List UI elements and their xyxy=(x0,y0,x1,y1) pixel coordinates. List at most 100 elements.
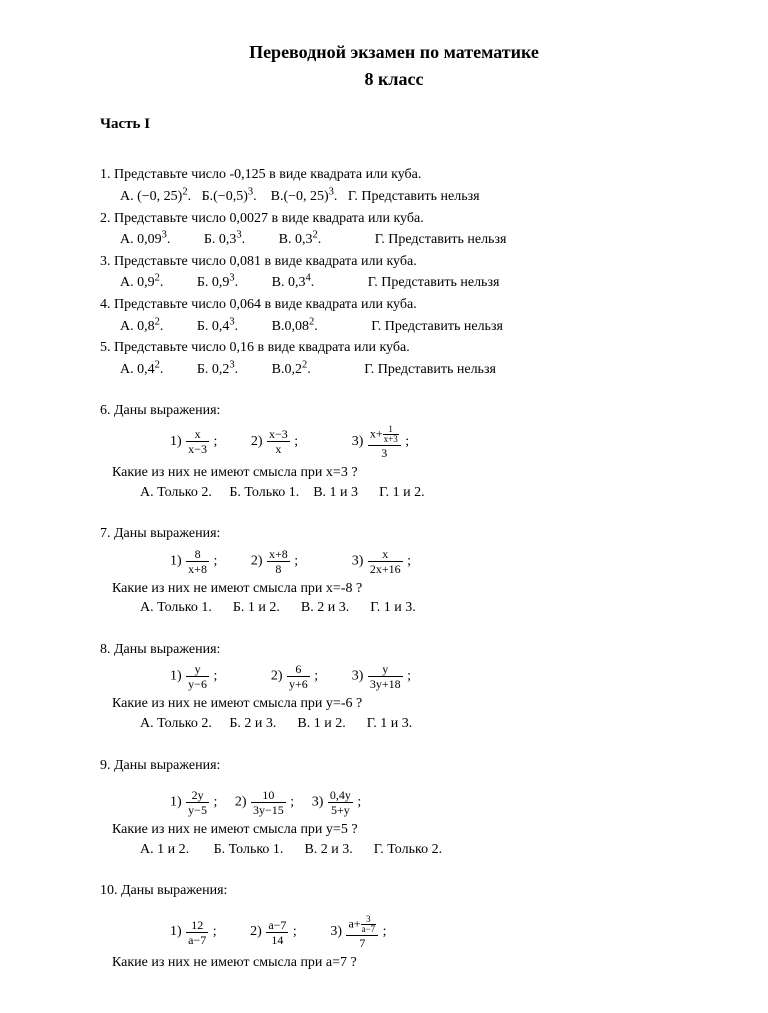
q9-e2-suffix: ; xyxy=(290,795,294,810)
q7-opt-b: Б. 1 и 2. xyxy=(233,600,280,615)
q7-e3-frac: x2x+16 xyxy=(368,548,403,575)
q6-condition: Какие из них не имеют смысла при x=3 ? xyxy=(100,463,688,483)
q9-opt-b: Б. Только 1. xyxy=(214,842,284,857)
q9-e2-prefix: 2) xyxy=(235,795,250,810)
q2-opt-c: В. 0,32. xyxy=(279,232,322,247)
q9-head: 9. Даны выражения: xyxy=(100,756,688,776)
q5-opt-c: В.0,22. xyxy=(272,362,311,377)
q1-opt-d: Г. Представить нельзя xyxy=(348,189,480,204)
q5-opt-b: Б. 0,23. xyxy=(197,362,238,377)
q8-e1-frac: yy−6 xyxy=(186,663,209,690)
q3-opt-b: Б. 0,93. xyxy=(197,275,238,290)
question-10: 10. Даны выражения: 1) 12a−7 ; 2) a−714 … xyxy=(100,881,688,972)
q10-e1-prefix: 1) xyxy=(170,924,185,939)
q8-opt-c: В. 1 и 2. xyxy=(297,716,345,731)
q7-e1-prefix: 1) xyxy=(170,553,185,568)
q6-e3-frac: x+1x+3 3 xyxy=(368,425,401,459)
q4-opt-c: В.0,082. xyxy=(272,319,318,334)
q1-opt-a: А. (−0, 25)2. xyxy=(120,189,191,204)
q1-opt-b: Б.(−0,5)3. xyxy=(202,189,257,204)
q7-e2-frac: x+88 xyxy=(267,548,290,575)
q10-e3-prefix: 3) xyxy=(330,924,345,939)
q7-answers: А. Только 1. Б. 1 и 2. В. 2 и 3. Г. 1 и … xyxy=(100,598,688,618)
q7-condition: Какие из них не имеют смысла при x=-8 ? xyxy=(100,579,688,599)
q9-e3-prefix: 3) xyxy=(312,795,327,810)
q4-opt-a: А. 0,82. xyxy=(120,319,163,334)
q7-expressions: 1) 8x+8 ; 2) x+88 ; 3) x2x+16 ; xyxy=(100,548,688,575)
question-1: 1. Представьте число -0,125 в виде квадр… xyxy=(100,165,688,185)
q6-e1-suffix: ; xyxy=(213,434,217,449)
q6-e1-frac: xx−3 xyxy=(186,428,209,455)
q8-e2-suffix: ; xyxy=(314,669,318,684)
q8-opt-b: Б. 2 и 3. xyxy=(229,716,276,731)
q6-e2-suffix: ; xyxy=(294,434,298,449)
q2-opt-a: А. 0,093. xyxy=(120,232,170,247)
q8-answers: А. Только 2. Б. 2 и 3. В. 1 и 2. Г. 1 и … xyxy=(100,714,688,734)
q10-condition: Какие из них не имеют смысла при a=7 ? xyxy=(100,953,688,973)
q9-e1-suffix: ; xyxy=(213,795,217,810)
q8-opt-a: А. Только 2. xyxy=(140,716,212,731)
question-7: 7. Даны выражения: 1) 8x+8 ; 2) x+88 ; 3… xyxy=(100,524,688,618)
q9-e3-suffix: ; xyxy=(357,795,361,810)
document-page: Переводной экзамен по математике 8 класс… xyxy=(0,0,768,1013)
q10-e3-suffix: ; xyxy=(383,924,387,939)
q8-e3-suffix: ; xyxy=(407,669,411,684)
q10-expressions: 1) 12a−7 ; 2) a−714 ; 3) a+3a−7 7 ; xyxy=(100,915,688,949)
question-2: 2. Представьте число 0,0027 в виде квадр… xyxy=(100,209,688,229)
question-3: 3. Представьте число 0,081 в виде квадра… xyxy=(100,252,688,272)
q9-opt-c: В. 2 и 3. xyxy=(304,842,352,857)
q7-e2-prefix: 2) xyxy=(251,553,266,568)
q3-opt-c: В. 0,34. xyxy=(272,275,315,290)
q8-condition: Какие из них не имеют смысла при y=-6 ? xyxy=(100,694,688,714)
q7-e1-suffix: ; xyxy=(213,553,217,568)
q4-opt-b: Б. 0,43. xyxy=(197,319,238,334)
q6-answers: А. Только 2. Б. Только 1. В. 1 и 3 Г. 1 … xyxy=(100,483,688,503)
q5-opt-a: А. 0,42. xyxy=(120,362,163,377)
q9-opt-a: А. 1 и 2. xyxy=(140,842,189,857)
q8-e3-prefix: 3) xyxy=(352,669,367,684)
q6-opt-c: В. 1 и 3 xyxy=(313,485,358,500)
q10-e1-suffix: ; xyxy=(213,924,217,939)
q2-opt-d: Г. Представить нельзя xyxy=(375,232,507,247)
q9-answers: А. 1 и 2. Б. Только 1. В. 2 и 3. Г. Толь… xyxy=(100,840,688,860)
q8-e2-frac: 6y+6 xyxy=(287,663,310,690)
q8-head: 8. Даны выражения: xyxy=(100,640,688,660)
q8-e1-prefix: 1) xyxy=(170,669,185,684)
q6-opt-a: А. Только 2. xyxy=(140,485,212,500)
q9-e2-frac: 103y−15 xyxy=(251,789,286,816)
q6-head: 6. Даны выражения: xyxy=(100,401,688,421)
q5-opt-d: Г. Представить нельзя xyxy=(364,362,496,377)
q10-head: 10. Даны выражения: xyxy=(100,881,688,901)
q6-opt-d: Г. 1 и 2. xyxy=(379,485,425,500)
question-2-options: А. 0,093. Б. 0,33. В. 0,32. Г. Представи… xyxy=(100,230,688,250)
q10-e3-frac: a+3a−7 7 xyxy=(346,915,378,949)
question-4-options: А. 0,82. Б. 0,43. В.0,082. Г. Представит… xyxy=(100,317,688,337)
q8-e1-suffix: ; xyxy=(213,669,217,684)
page-title: Переводной экзамен по математике xyxy=(100,40,688,65)
q9-condition: Какие из них не имеют смысла при y=5 ? xyxy=(100,820,688,840)
q6-e2-prefix: 2) xyxy=(251,434,266,449)
question-8: 8. Даны выражения: 1) yy−6 ; 2) 6y+6 ; 3… xyxy=(100,640,688,734)
q10-e1-frac: 12a−7 xyxy=(186,919,208,946)
question-1-options: А. (−0, 25)2. Б.(−0,5)3. В.(−0, 25)3. Г.… xyxy=(100,187,688,207)
q3-opt-a: А. 0,92. xyxy=(120,275,163,290)
question-5-options: А. 0,42. Б. 0,23. В.0,22. Г. Представить… xyxy=(100,360,688,380)
question-3-options: А. 0,92. Б. 0,93. В. 0,34. Г. Представит… xyxy=(100,273,688,293)
q9-expressions: 1) 2yy−5 ; 2) 103y−15 ; 3) 0,4y5+y ; xyxy=(100,789,688,816)
q8-e3-frac: y3y+18 xyxy=(368,663,403,690)
q4-opt-d: Г. Представить нельзя xyxy=(371,319,503,334)
q7-head: 7. Даны выражения: xyxy=(100,524,688,544)
q10-e2-prefix: 2) xyxy=(250,924,265,939)
q6-e2-frac: x−3x xyxy=(267,428,290,455)
q7-e3-suffix: ; xyxy=(407,553,411,568)
q8-opt-d: Г. 1 и 3. xyxy=(367,716,413,731)
q8-expressions: 1) yy−6 ; 2) 6y+6 ; 3) y3y+18 ; xyxy=(100,663,688,690)
q7-opt-a: А. Только 1. xyxy=(140,600,212,615)
question-5: 5. Представьте число 0,16 в виде квадрат… xyxy=(100,338,688,358)
q6-e3-suffix: ; xyxy=(405,434,409,449)
q7-e3-prefix: 3) xyxy=(352,553,367,568)
q9-opt-d: Г. Только 2. xyxy=(374,842,442,857)
q7-opt-c: В. 2 и 3. xyxy=(301,600,349,615)
q10-e2-frac: a−714 xyxy=(266,919,288,946)
q6-e1-prefix: 1) xyxy=(170,434,185,449)
